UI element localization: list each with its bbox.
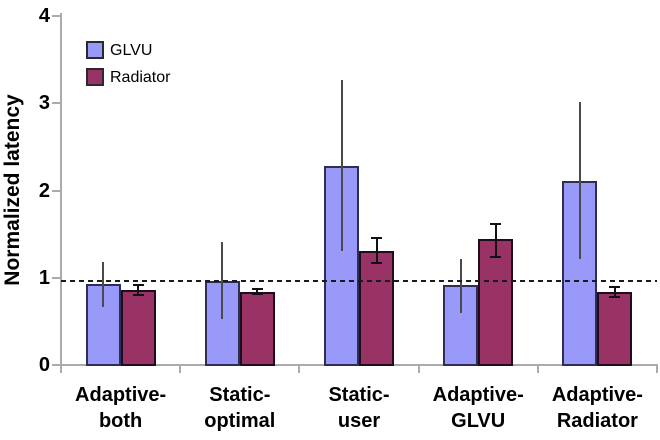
error-bar [375, 238, 378, 263]
error-bar-cap [132, 294, 144, 297]
reference-line [61, 280, 657, 283]
x-axis-tick [417, 366, 420, 373]
y-axis-tick [52, 364, 60, 366]
error-bar [256, 288, 259, 295]
x-category-label: Static-user [328, 384, 390, 432]
bar-radiator-adaptive-both [120, 289, 156, 366]
error-bar-cap [490, 255, 502, 258]
error-bar-cap [490, 222, 502, 225]
x-category-label: Adaptive- Radiator [551, 384, 643, 432]
legend-item-glvu: GLVU [86, 41, 170, 59]
x-category-label: Adaptive-both [75, 384, 167, 432]
bar-glvu-adaptive-radiator [562, 180, 598, 366]
x-axis-tick [536, 366, 539, 373]
y-axis-tick [52, 15, 60, 17]
x-category-label: Adaptive- GLVU [432, 384, 524, 432]
legend: GLVU Radiator [86, 41, 170, 95]
error-bar-cap [251, 287, 263, 290]
error-bar-cap [609, 286, 621, 289]
x-category-label: Static-optimal [204, 384, 276, 432]
y-tick-label: 4 [38, 5, 50, 27]
x-axis-tick [60, 366, 62, 373]
y-tick-label: 0 [38, 354, 50, 376]
bar-radiator-adaptive-radiator [597, 291, 633, 366]
error-bar [613, 287, 616, 297]
bar-radiator-static-optimal [239, 291, 275, 366]
error-bar [459, 259, 462, 313]
legend-label-glvu: GLVU [110, 41, 153, 59]
error-bar [340, 80, 343, 252]
y-axis-tick [52, 102, 60, 105]
error-bar [137, 284, 140, 296]
error-bar-cap [251, 293, 263, 296]
bar-radiator-adaptive-glvu [478, 239, 514, 366]
error-bar-cap [132, 283, 144, 286]
error-bar [494, 223, 497, 257]
y-tick-label: 2 [38, 179, 50, 202]
y-tick-label: 3 [38, 92, 50, 115]
error-bar-cap [371, 261, 382, 264]
legend-item-radiator: Radiator [86, 68, 170, 86]
x-axis-tick [656, 366, 658, 373]
x-axis-tick [298, 366, 301, 373]
bar-glvu-adaptive-both [85, 283, 121, 366]
legend-swatch-radiator [86, 68, 104, 86]
y-axis-tick [52, 189, 60, 192]
error-bar [578, 102, 581, 260]
error-bar-cap [371, 237, 382, 240]
legend-label-radiator: Radiator [110, 68, 171, 86]
bar-radiator-static-user [359, 250, 394, 366]
y-tick-label: 1 [38, 266, 50, 289]
y-axis-tick [52, 276, 60, 279]
legend-swatch-glvu [86, 41, 104, 59]
x-axis-tick [179, 366, 182, 373]
error-bar [102, 261, 105, 308]
error-bar-cap [609, 295, 621, 298]
y-axis [60, 13, 62, 364]
